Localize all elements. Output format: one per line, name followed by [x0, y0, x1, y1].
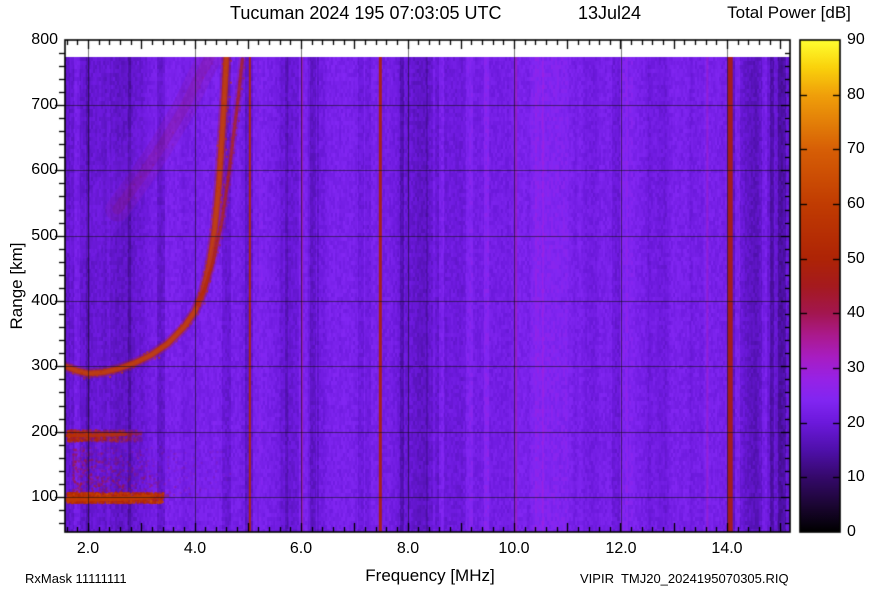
- y-tick-label: 600: [31, 161, 58, 178]
- colorbar-tick-label: 60: [847, 195, 865, 212]
- y-tick-label: 400: [31, 292, 58, 309]
- colorbar-tick-label: 40: [847, 304, 865, 321]
- plot-area: [65, 40, 790, 532]
- x-tick-label: 4.0: [183, 540, 207, 557]
- colorbar-tick-label: 70: [847, 140, 865, 157]
- x-tick-label: 14.0: [711, 540, 743, 557]
- y-tick-label: 500: [31, 227, 58, 244]
- x-tick-label: 12.0: [605, 540, 637, 557]
- y-tick-label: 100: [31, 488, 58, 505]
- y-tick-label: 700: [31, 96, 58, 113]
- colorbar-tick-label: 0: [847, 523, 856, 540]
- x-axis-label: Frequency [MHz]: [365, 566, 495, 585]
- rx-mask-label: RxMask 11111111: [25, 571, 127, 586]
- colorbar-tick-label: 20: [847, 414, 865, 431]
- plot-title: Tucuman 2024 195 07:03:05 UTC: [230, 3, 502, 23]
- y-tick-label: 300: [31, 357, 58, 374]
- plot-date: 13Jul24: [578, 3, 642, 23]
- y-tick-label: 800: [31, 31, 58, 48]
- colorbar-tick-label: 80: [847, 86, 865, 103]
- colorbar-title: Total Power [dB]: [727, 3, 851, 22]
- colorbar: [800, 40, 840, 532]
- colorbar-tick-label: 90: [847, 31, 865, 48]
- x-tick-label: 2.0: [76, 540, 100, 557]
- instrument-file-label: VIPIR TMJ20_2024195070305.RIQ: [580, 571, 789, 586]
- colorbar-tick-label: 30: [847, 359, 865, 376]
- x-tick-label: 6.0: [289, 540, 313, 557]
- x-tick-label: 10.0: [498, 540, 530, 557]
- colorbar-tick-label: 10: [847, 468, 865, 485]
- x-tick-label: 8.0: [396, 540, 420, 557]
- colorbar-tick-label: 50: [847, 250, 865, 267]
- y-tick-label: 200: [31, 423, 58, 440]
